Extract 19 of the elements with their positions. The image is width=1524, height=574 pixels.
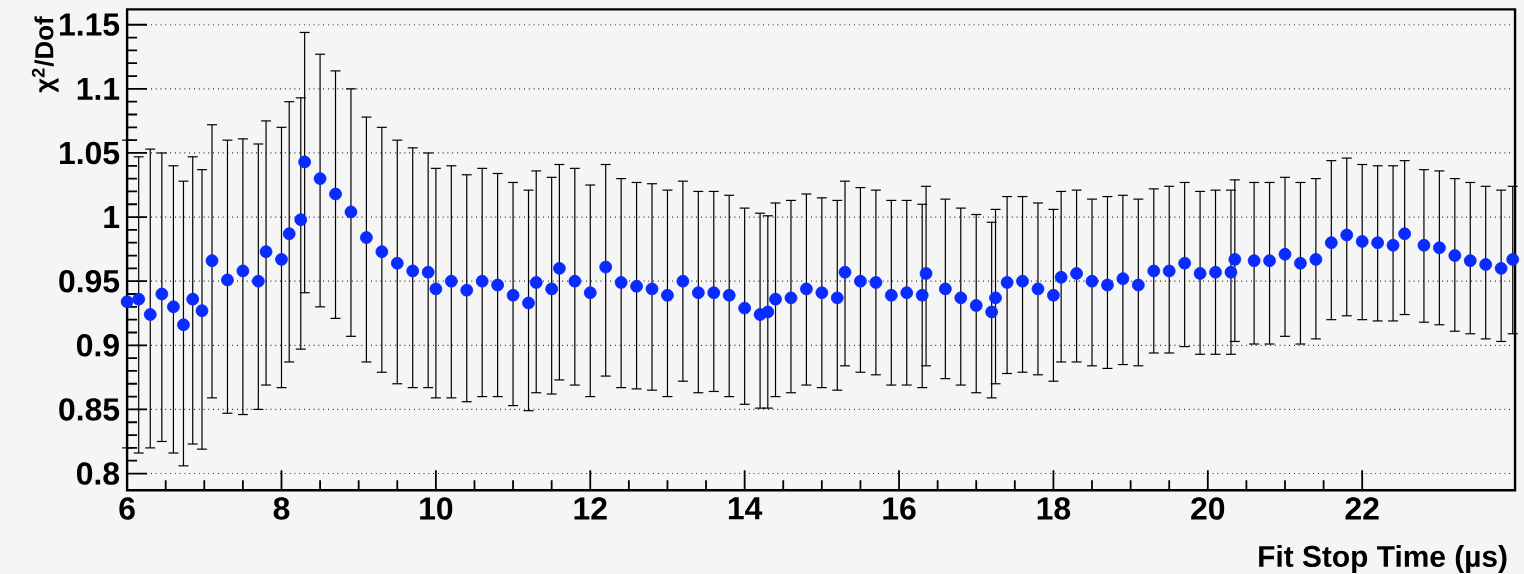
y-tick-label: 1.05 [60,141,120,165]
x-tick-label: 12 [574,497,607,520]
y-tick-label: 1.1 [77,77,120,100]
x-tick-label: 10 [420,497,453,520]
y-tick-label: 1 [104,206,120,229]
y-tick-label: 1.15 [60,13,120,36]
x-tick-label: 22 [1345,497,1379,520]
x-tick-label: 14 [728,497,763,520]
y-tick-label: 0.95 [59,269,120,293]
y-tick-label: 0.8 [76,462,120,485]
x-tick-label: 8 [273,497,290,520]
x-tick-label: 20 [1191,497,1225,520]
x-tick-label: 18 [1037,497,1071,520]
x-axis-title: Fit Stop Time (µs) [1259,545,1507,573]
y-tick-label: 0.9 [76,334,119,357]
x-tick-label: 16 [883,497,916,520]
y-axis-title: χ$^{2}$/Dof [31,16,59,93]
y-tick-label: 0.85 [59,398,120,421]
x-tick-label: 6 [119,497,135,520]
